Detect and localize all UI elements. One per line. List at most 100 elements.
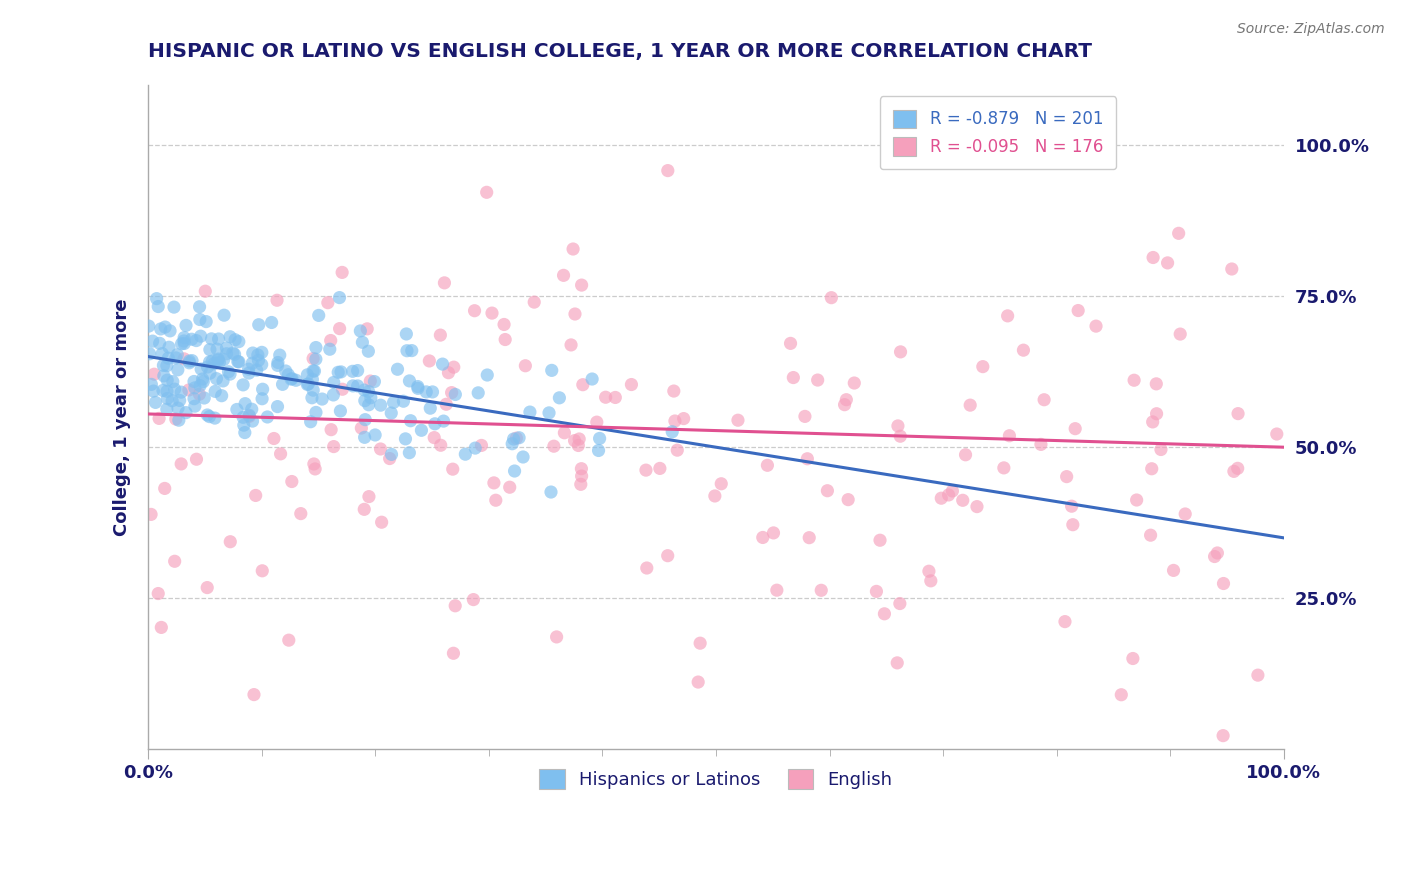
Point bbox=[1174, 507, 1197, 521]
Point bbox=[322, 376, 344, 390]
Point bbox=[1156, 256, 1178, 270]
Point bbox=[166, 348, 188, 362]
Point bbox=[437, 366, 460, 380]
Point bbox=[165, 351, 187, 365]
Point bbox=[163, 554, 186, 568]
Point bbox=[370, 398, 392, 412]
Point bbox=[184, 381, 207, 395]
Point bbox=[929, 491, 952, 506]
Point bbox=[242, 414, 264, 428]
Point bbox=[150, 346, 173, 360]
Point bbox=[184, 399, 207, 413]
Point bbox=[183, 392, 205, 406]
Point bbox=[163, 382, 186, 396]
Point bbox=[329, 404, 352, 418]
Point bbox=[1212, 729, 1234, 743]
Point bbox=[290, 507, 312, 521]
Point bbox=[394, 432, 416, 446]
Point bbox=[269, 348, 291, 362]
Point bbox=[308, 309, 330, 323]
Point bbox=[1062, 517, 1084, 532]
Point bbox=[256, 409, 278, 424]
Point bbox=[688, 675, 710, 690]
Point bbox=[170, 336, 193, 351]
Point bbox=[322, 440, 344, 454]
Point bbox=[208, 355, 231, 369]
Point bbox=[406, 379, 429, 393]
Point bbox=[243, 688, 266, 702]
Point bbox=[1227, 407, 1250, 421]
Point bbox=[153, 320, 176, 334]
Point bbox=[330, 365, 353, 379]
Point bbox=[240, 402, 263, 417]
Point bbox=[204, 411, 226, 425]
Point bbox=[353, 502, 375, 516]
Point bbox=[266, 359, 288, 373]
Point bbox=[302, 351, 325, 366]
Point bbox=[169, 393, 191, 408]
Point bbox=[263, 432, 285, 446]
Point bbox=[148, 586, 170, 600]
Point bbox=[588, 432, 610, 446]
Point bbox=[703, 489, 725, 503]
Point bbox=[382, 395, 405, 409]
Point bbox=[330, 265, 353, 279]
Point bbox=[183, 375, 205, 389]
Point bbox=[662, 384, 685, 398]
Point bbox=[1142, 251, 1164, 265]
Point bbox=[1212, 576, 1234, 591]
Point bbox=[277, 368, 299, 382]
Point bbox=[444, 387, 467, 401]
Point bbox=[993, 461, 1015, 475]
Point bbox=[162, 375, 184, 389]
Point bbox=[238, 409, 260, 423]
Point bbox=[246, 348, 269, 362]
Point bbox=[363, 375, 385, 389]
Point bbox=[190, 362, 212, 376]
Point bbox=[138, 347, 160, 361]
Point bbox=[186, 334, 208, 348]
Point bbox=[157, 340, 180, 354]
Point bbox=[793, 409, 815, 424]
Point bbox=[152, 359, 174, 373]
Point bbox=[540, 363, 562, 377]
Point bbox=[422, 384, 444, 399]
Point bbox=[174, 318, 197, 333]
Point bbox=[260, 316, 283, 330]
Point bbox=[356, 322, 378, 336]
Point bbox=[766, 583, 789, 598]
Point bbox=[173, 336, 195, 351]
Point bbox=[605, 391, 627, 405]
Point bbox=[173, 330, 195, 344]
Point bbox=[464, 441, 486, 455]
Point bbox=[156, 392, 179, 406]
Point bbox=[233, 425, 256, 440]
Point bbox=[139, 508, 162, 522]
Point bbox=[305, 405, 328, 419]
Point bbox=[1056, 469, 1078, 483]
Point bbox=[342, 364, 364, 378]
Point bbox=[443, 360, 465, 375]
Point bbox=[1012, 343, 1035, 358]
Point bbox=[156, 373, 179, 387]
Point bbox=[188, 300, 211, 314]
Point bbox=[429, 438, 451, 452]
Point bbox=[782, 370, 804, 384]
Point bbox=[537, 406, 560, 420]
Point bbox=[1067, 303, 1090, 318]
Point bbox=[198, 366, 221, 380]
Point bbox=[226, 354, 249, 368]
Point bbox=[281, 475, 304, 489]
Point bbox=[252, 564, 274, 578]
Point bbox=[297, 376, 319, 391]
Point bbox=[918, 564, 941, 578]
Point bbox=[205, 371, 228, 385]
Point bbox=[494, 318, 516, 332]
Point bbox=[359, 374, 381, 388]
Point bbox=[319, 343, 342, 357]
Point bbox=[648, 461, 671, 475]
Point bbox=[350, 421, 373, 435]
Point bbox=[222, 346, 245, 360]
Point bbox=[887, 418, 910, 433]
Point bbox=[145, 395, 167, 409]
